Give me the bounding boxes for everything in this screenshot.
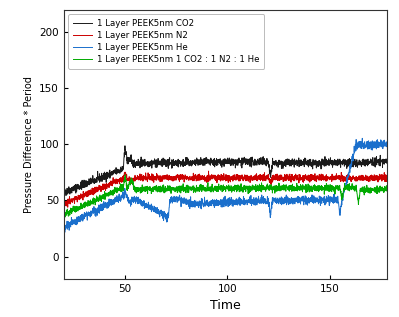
- 1 Layer PEEK5nm He: [61, 227, 66, 231]
- 1 Layer PEEK5nm CO2: [375, 159, 380, 163]
- Legend: 1 Layer PEEK5nm CO2, 1 Layer PEEK5nm N2, 1 Layer PEEK5nm He, 1 Layer PEEK5nm 1 C: 1 Layer PEEK5nm CO2, 1 Layer PEEK5nm N2,…: [68, 14, 264, 69]
- 1 Layer PEEK5nm CO2: [122, 144, 127, 148]
- 1 Layer PEEK5nm He: [62, 230, 67, 234]
- 1 Layer PEEK5nm N2: [210, 175, 215, 178]
- 1 Layer PEEK5nm 1 CO2 : 1 N2 : 1 He: (20, 35.3): 1 N2 : 1 He: (20, 35.3): [61, 215, 66, 219]
- 1 Layer PEEK5nm CO2: [78, 186, 83, 190]
- 1 Layer PEEK5nm CO2: [385, 161, 389, 165]
- 1 Layer PEEK5nm CO2: [219, 161, 224, 165]
- Line: 1 Layer PEEK5nm He: 1 Layer PEEK5nm He: [64, 138, 387, 232]
- 1 Layer PEEK5nm He: [375, 142, 380, 146]
- 1 Layer PEEK5nm CO2: [61, 190, 66, 193]
- 1 Layer PEEK5nm CO2: [210, 163, 215, 166]
- 1 Layer PEEK5nm 1 CO2 : 1 N2 : 1 He: (50, 72.8): 1 N2 : 1 He: (50, 72.8): [123, 173, 128, 177]
- 1 Layer PEEK5nm 1 CO2 : 1 N2 : 1 He: (178, 62.8): 1 N2 : 1 He: (178, 62.8): [385, 184, 389, 188]
- Y-axis label: Pressure Difference * Period: Pressure Difference * Period: [24, 76, 34, 213]
- 1 Layer PEEK5nm He: [385, 145, 389, 148]
- 1 Layer PEEK5nm N2: [61, 203, 66, 207]
- 1 Layer PEEK5nm N2: [316, 178, 321, 181]
- 1 Layer PEEK5nm CO2: [316, 165, 321, 168]
- Line: 1 Layer PEEK5nm N2: 1 Layer PEEK5nm N2: [64, 171, 387, 207]
- 1 Layer PEEK5nm He: [360, 136, 365, 140]
- 1 Layer PEEK5nm 1 CO2 : 1 N2 : 1 He: (97, 62.7): 1 N2 : 1 He: (97, 62.7): [219, 184, 224, 188]
- 1 Layer PEEK5nm He: [210, 198, 215, 202]
- 1 Layer PEEK5nm He: [375, 146, 380, 149]
- Line: 1 Layer PEEK5nm CO2: 1 Layer PEEK5nm CO2: [64, 146, 387, 196]
- 1 Layer PEEK5nm N2: [375, 177, 380, 181]
- 1 Layer PEEK5nm 1 CO2 : 1 N2 : 1 He: (174, 60.1): 1 N2 : 1 He: (174, 60.1): [375, 187, 380, 191]
- 1 Layer PEEK5nm N2: [65, 205, 70, 209]
- 1 Layer PEEK5nm He: [316, 202, 321, 206]
- 1 Layer PEEK5nm N2: [385, 175, 389, 179]
- 1 Layer PEEK5nm N2: [78, 193, 83, 197]
- 1 Layer PEEK5nm 1 CO2 : 1 N2 : 1 He: (145, 57.8): 1 N2 : 1 He: (145, 57.8): [316, 190, 321, 194]
- 1 Layer PEEK5nm 1 CO2 : 1 N2 : 1 He: (92.8, 59.6): 1 N2 : 1 He: (92.8, 59.6): [210, 188, 215, 191]
- X-axis label: Time: Time: [210, 299, 241, 312]
- 1 Layer PEEK5nm He: [78, 215, 83, 218]
- 1 Layer PEEK5nm He: [219, 205, 223, 209]
- 1 Layer PEEK5nm 1 CO2 : 1 N2 : 1 He: (173, 57.3): 1 N2 : 1 He: (173, 57.3): [375, 190, 380, 194]
- 1 Layer PEEK5nm 1 CO2 : 1 N2 : 1 He: (28.1, 44.4): 1 N2 : 1 He: (28.1, 44.4): [78, 205, 83, 209]
- 1 Layer PEEK5nm N2: [219, 174, 224, 178]
- Line: 1 Layer PEEK5nm 1 CO2 : 1 N2 : 1 He: 1 Layer PEEK5nm 1 CO2 : 1 N2 : 1 He: [64, 175, 387, 217]
- 1 Layer PEEK5nm N2: [375, 180, 380, 184]
- 1 Layer PEEK5nm 1 CO2 : 1 N2 : 1 He: (20.6, 35.1): 1 N2 : 1 He: (20.6, 35.1): [63, 215, 67, 219]
- 1 Layer PEEK5nm N2: [206, 169, 211, 173]
- 1 Layer PEEK5nm CO2: [63, 194, 68, 197]
- 1 Layer PEEK5nm CO2: [375, 161, 380, 165]
